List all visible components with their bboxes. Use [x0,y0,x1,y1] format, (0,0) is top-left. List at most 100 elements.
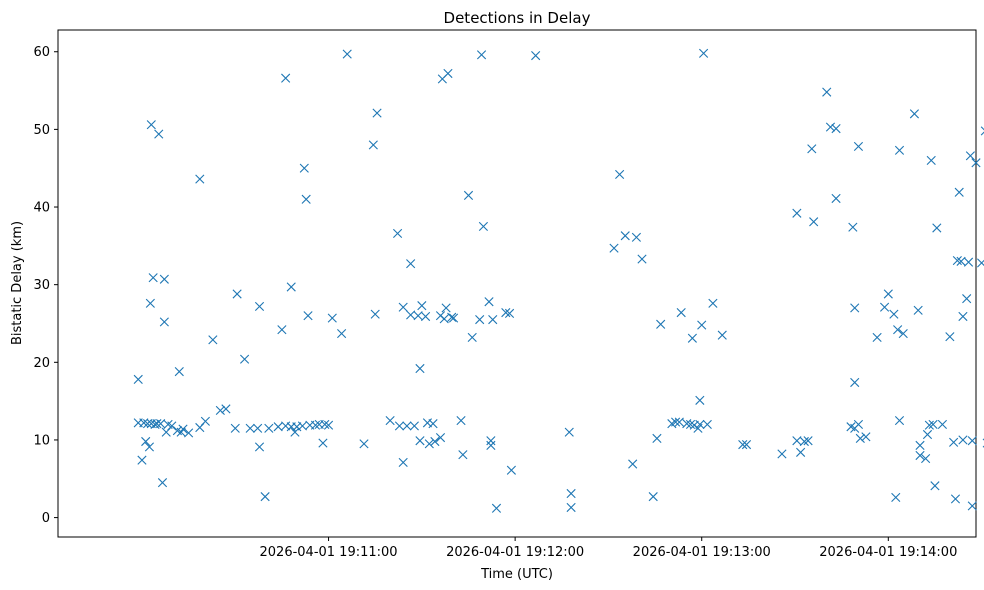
data-point-169 [913,305,923,315]
data-point-96 [475,315,485,325]
data-point-137 [741,440,752,450]
data-point-184 [954,187,964,197]
data-point-142 [799,436,809,447]
data-point-177 [930,481,940,491]
data-point-12 [152,419,162,429]
data-point-83 [430,436,440,447]
data-point-33 [232,289,242,299]
data-point-171 [915,440,925,450]
x-tick-label-3: 2026-04-01 19:14:00 [819,545,957,560]
data-point-29 [208,335,218,345]
data-point-146 [822,87,832,97]
data-point-107 [531,51,541,61]
data-point-44 [281,73,291,83]
data-point-91 [448,313,459,323]
data-point-179 [937,419,948,430]
data-point-4 [141,436,151,447]
data-point-54 [310,420,321,430]
data-point-121 [671,417,681,427]
data-point-79 [420,311,431,322]
data-point-165 [894,415,905,426]
data-point-181 [949,437,959,447]
data-point-13 [154,129,164,139]
data-point-40 [264,423,274,433]
data-point-183 [952,256,962,266]
y-tick-label-1: 10 [33,433,50,448]
data-point-92 [456,415,466,426]
data-point-173 [922,429,933,440]
y-tick-label-5: 50 [33,123,50,138]
x-tick-label-1: 2026-04-01 19:12:00 [446,545,584,560]
data-point-47 [290,427,300,437]
data-point-82 [428,419,438,429]
y-tick-label-4: 40 [33,201,50,216]
data-point-170 [915,450,925,461]
data-point-50 [299,163,309,173]
y-tick-label-3: 30 [33,278,50,293]
data-point-136 [738,440,748,450]
data-point-103 [491,503,502,513]
data-point-6 [144,442,155,452]
data-point-102 [486,440,496,450]
data-point-133 [702,419,712,430]
data-point-101 [488,315,498,325]
data-point-10 [148,273,158,283]
data-point-163 [891,492,901,502]
data-point-25 [184,428,194,438]
data-point-31 [221,404,231,414]
data-point-104 [501,308,511,318]
data-point-159 [872,332,882,343]
data-point-156 [855,433,865,443]
data-point-71 [402,421,412,431]
data-point-114 [628,459,638,469]
data-point-32 [230,423,240,433]
data-point-78 [415,363,425,374]
y-axis: 0 10 20 30 40 50 60 [33,45,58,526]
data-point-185 [956,256,966,266]
data-point-161 [883,289,893,299]
data-point-129 [695,419,705,430]
data-point-162 [889,309,899,319]
data-point-176 [928,419,938,430]
data-point-45 [286,282,296,292]
x-tick-label-2: 2026-04-01 19:13:00 [633,545,771,560]
data-point-141 [796,447,806,457]
data-point-93 [458,450,468,460]
data-point-143 [803,436,813,446]
data-point-100 [486,436,496,446]
data-point-192 [967,501,977,511]
data-point-63 [368,140,378,150]
data-point-3 [139,418,149,428]
chart-title: Detections in Delay [444,9,591,27]
data-point-113 [620,231,630,241]
data-point-119 [656,319,666,329]
data-point-186 [958,311,968,322]
data-point-180 [945,332,955,342]
data-point-64 [370,309,380,319]
data-point-115 [631,232,642,242]
data-point-118 [652,433,662,443]
data-point-27 [195,174,205,184]
data-point-140 [792,436,802,446]
data-point-174 [924,420,934,430]
data-point-0 [133,374,143,384]
data-point-68 [394,421,405,431]
data-point-155 [853,141,864,152]
data-point-52 [303,311,313,321]
data-point-42 [277,325,287,335]
data-point-138 [777,449,787,459]
data-point-84 [435,433,446,443]
data-point-189 [963,257,974,267]
data-point-166 [894,145,905,155]
data-point-167 [898,328,908,339]
data-point-193 [971,158,981,168]
data-point-7 [145,298,155,308]
data-point-148 [831,193,841,204]
data-point-147 [825,122,836,132]
data-point-190 [965,151,975,161]
data-point-14 [156,419,166,429]
data-point-144 [807,144,817,154]
data-point-157 [853,419,864,430]
data-point-73 [406,259,416,269]
